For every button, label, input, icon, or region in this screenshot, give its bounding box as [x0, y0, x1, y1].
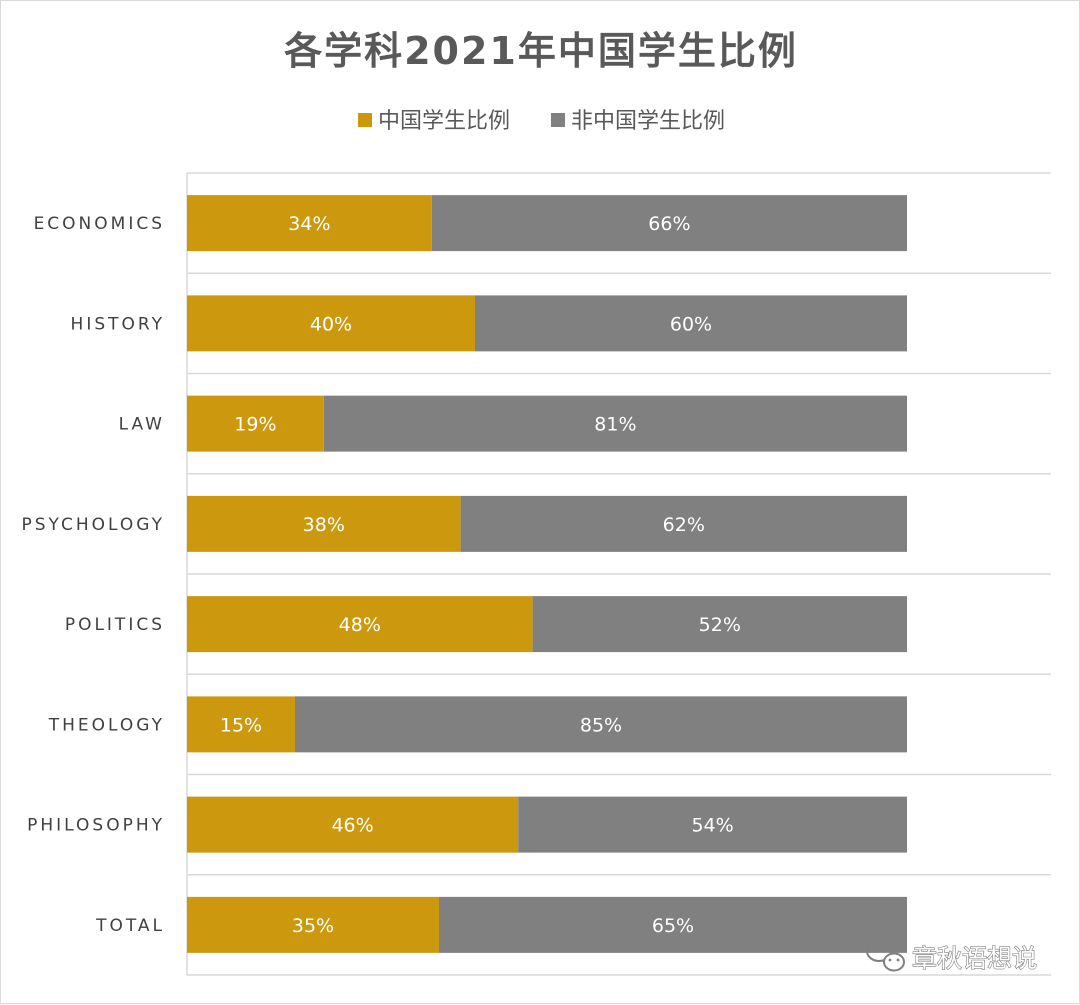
bar-segment — [475, 295, 907, 352]
data-label: 85% — [580, 714, 622, 736]
data-label: 19% — [234, 414, 276, 436]
bar-segment — [187, 796, 519, 853]
category-label: ECONOMICS — [34, 214, 165, 234]
data-label: 52% — [699, 614, 741, 636]
bar-segment — [439, 896, 907, 953]
data-label: 48% — [339, 614, 381, 636]
legend-label: 中国学生比例 — [378, 109, 510, 134]
bar-segment — [460, 495, 907, 552]
data-label: 34% — [288, 213, 330, 235]
plot-area: ECONOMICS 34% 66% HISTORY 40% 60% LAW 19% 81% PSY… — [22, 172, 1051, 976]
bar-segment — [187, 295, 475, 352]
data-label: 15% — [220, 714, 262, 736]
watermark: 章秋语想说 — [866, 940, 1038, 974]
data-label: 66% — [648, 213, 690, 235]
data-label: 46% — [331, 815, 373, 837]
legend-swatch — [358, 113, 372, 127]
bar-segment — [187, 195, 432, 252]
bar-segment — [187, 696, 295, 753]
category-label: HISTORY — [71, 314, 165, 334]
category-label: THEOLOGY — [48, 715, 165, 735]
category-label: POLITICS — [65, 615, 165, 635]
legend-item: 非中国学生比例 — [551, 109, 725, 134]
data-label: 81% — [594, 414, 636, 436]
bar-segment — [187, 896, 439, 953]
legend-label: 非中国学生比例 — [571, 109, 725, 134]
category-label: TOTAL — [95, 916, 165, 936]
chart-title: 各学科2021年中国学生比例 — [284, 29, 798, 73]
category-label: PHILOSOPHY — [27, 816, 165, 836]
legend: 中国学生比例 非中国学生比例 — [358, 109, 725, 134]
bar-segment — [532, 596, 907, 653]
data-label: 62% — [663, 514, 705, 536]
bar-segment — [518, 796, 907, 853]
category-label: PSYCHOLOGY — [22, 515, 166, 535]
legend-item: 中国学生比例 — [358, 109, 510, 134]
data-label: 38% — [303, 514, 345, 536]
bar-segment — [187, 395, 324, 452]
bar-segment — [187, 495, 461, 552]
data-label: 65% — [652, 915, 694, 937]
category-label: LAW — [119, 415, 165, 435]
bar-segment — [323, 395, 907, 452]
legend-swatch — [551, 113, 565, 127]
data-label: 35% — [292, 915, 334, 937]
bar-segment — [431, 195, 907, 252]
data-label: 60% — [670, 313, 712, 335]
bar-segment — [295, 696, 907, 753]
watermark-text: 章秋语想说 — [912, 944, 1037, 973]
wechat-icon — [866, 940, 905, 972]
data-label: 40% — [310, 313, 352, 335]
bar-segment — [187, 596, 533, 653]
data-label: 54% — [691, 815, 733, 837]
